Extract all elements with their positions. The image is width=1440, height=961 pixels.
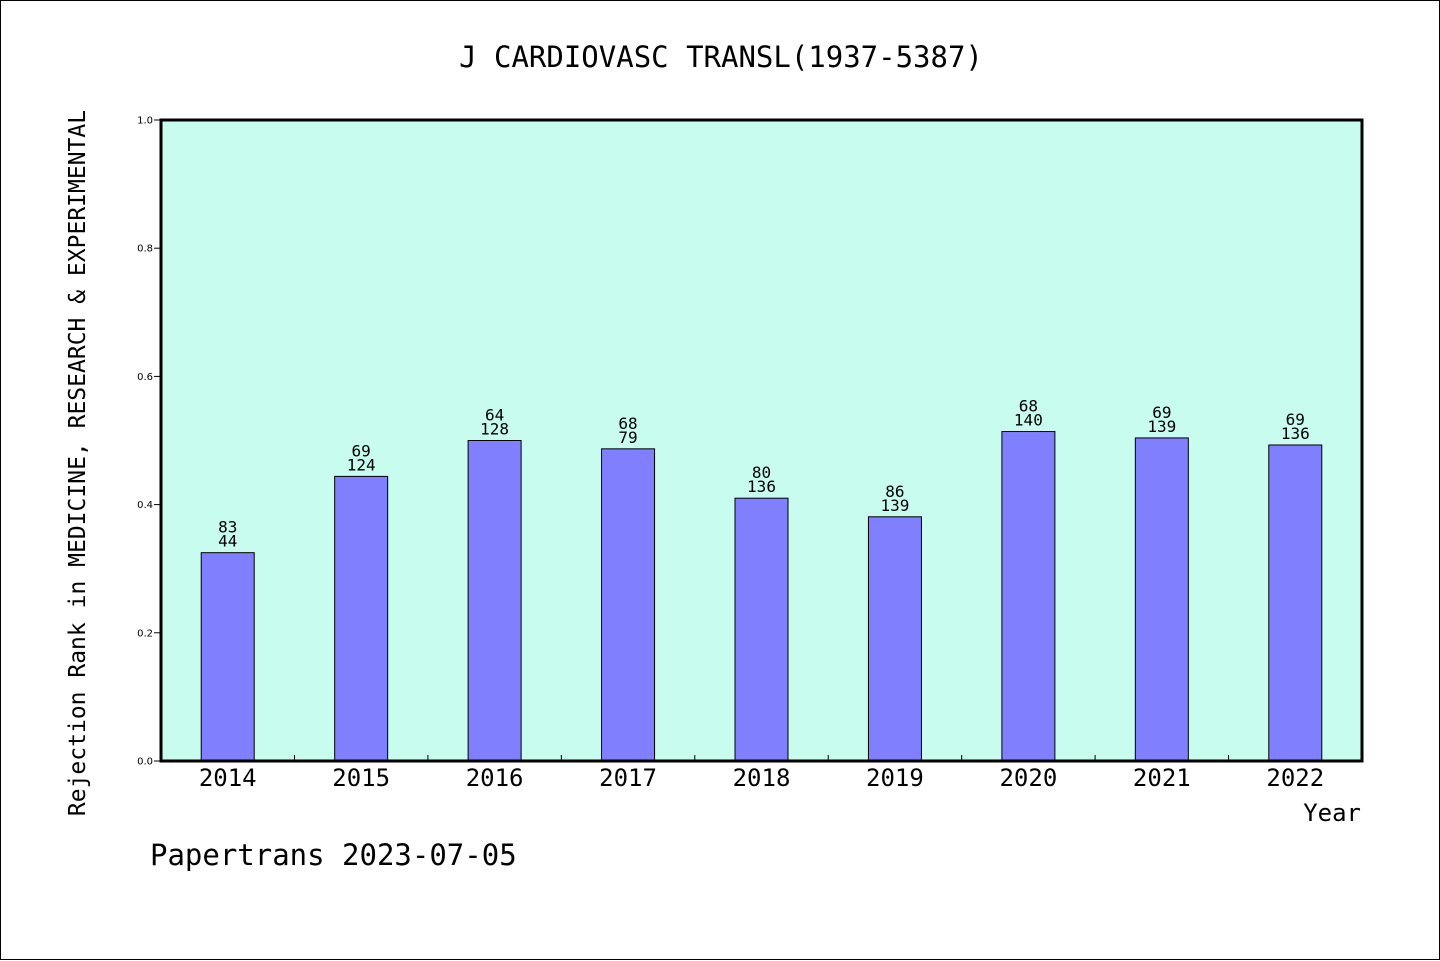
y-tick-label: 0.6 [137,372,153,383]
bar [1001,431,1056,762]
bar [200,552,255,762]
bar [334,475,389,762]
x-tick-label: 2018 [733,764,791,792]
bar-label-top: 83 [218,518,237,537]
bar-label-top: 68 [618,414,637,433]
bar-label-bottom: 139 [1147,417,1176,436]
y-tick-label: 0.0 [137,757,153,768]
bar-label-bottom: 139 [880,496,909,515]
credit-text: Papertrans 2023-07-05 [150,838,517,872]
bar-label-top: 69 [1286,410,1305,429]
y-axis-label: Rejection Rank in MEDICINE, RESEARCH & E… [65,110,91,816]
bar-label-top: 68 [1019,397,1038,416]
bar [734,497,789,762]
bar-label-top: 80 [752,463,771,482]
x-tick-label: 2014 [199,764,257,792]
bar-label-bottom: 128 [480,420,509,439]
y-axis: 0.0 0.2 0.4 0.6 0.8 1.0 [137,116,161,768]
x-axis-label: Year [1303,799,1361,827]
x-tick-label: 2015 [332,764,390,792]
bar-label-bottom: 140 [1014,411,1043,430]
bar [867,516,922,762]
chart-title: J CARDIOVASC TRANSL(1937-5387) [459,40,983,74]
bar-label-bottom: 79 [618,428,637,447]
x-tick-label: 2019 [866,764,924,792]
x-tick-label: 2017 [599,764,657,792]
bar-label-bottom: 136 [1281,424,1310,443]
y-tick-label: 1.0 [137,116,153,127]
bar-label-top: 69 [352,441,371,460]
x-tick-label: 2016 [466,764,524,792]
bar [1268,444,1323,762]
bar [601,448,656,762]
bar [467,440,522,762]
y-tick-label: 0.4 [137,500,153,511]
bar-label-bottom: 124 [347,455,376,474]
y-tick-label: 0.2 [137,628,153,639]
bar-label-top: 64 [485,406,504,425]
x-tick-label: 2020 [999,764,1057,792]
plot-border [159,118,1364,763]
y-tick-label: 0.8 [137,244,153,255]
bar-label-top: 86 [885,482,904,501]
x-tick-label: 2021 [1133,764,1191,792]
x-axis: 2014 2015 2016 2017 2018 2019 2020 2021 2022 [199,755,1324,792]
bar [1134,437,1189,762]
x-tick-label: 2022 [1266,764,1324,792]
bar-label-top: 69 [1152,403,1171,422]
bar-label-bottom: 136 [747,477,776,496]
bar-label-bottom: 44 [218,532,237,551]
